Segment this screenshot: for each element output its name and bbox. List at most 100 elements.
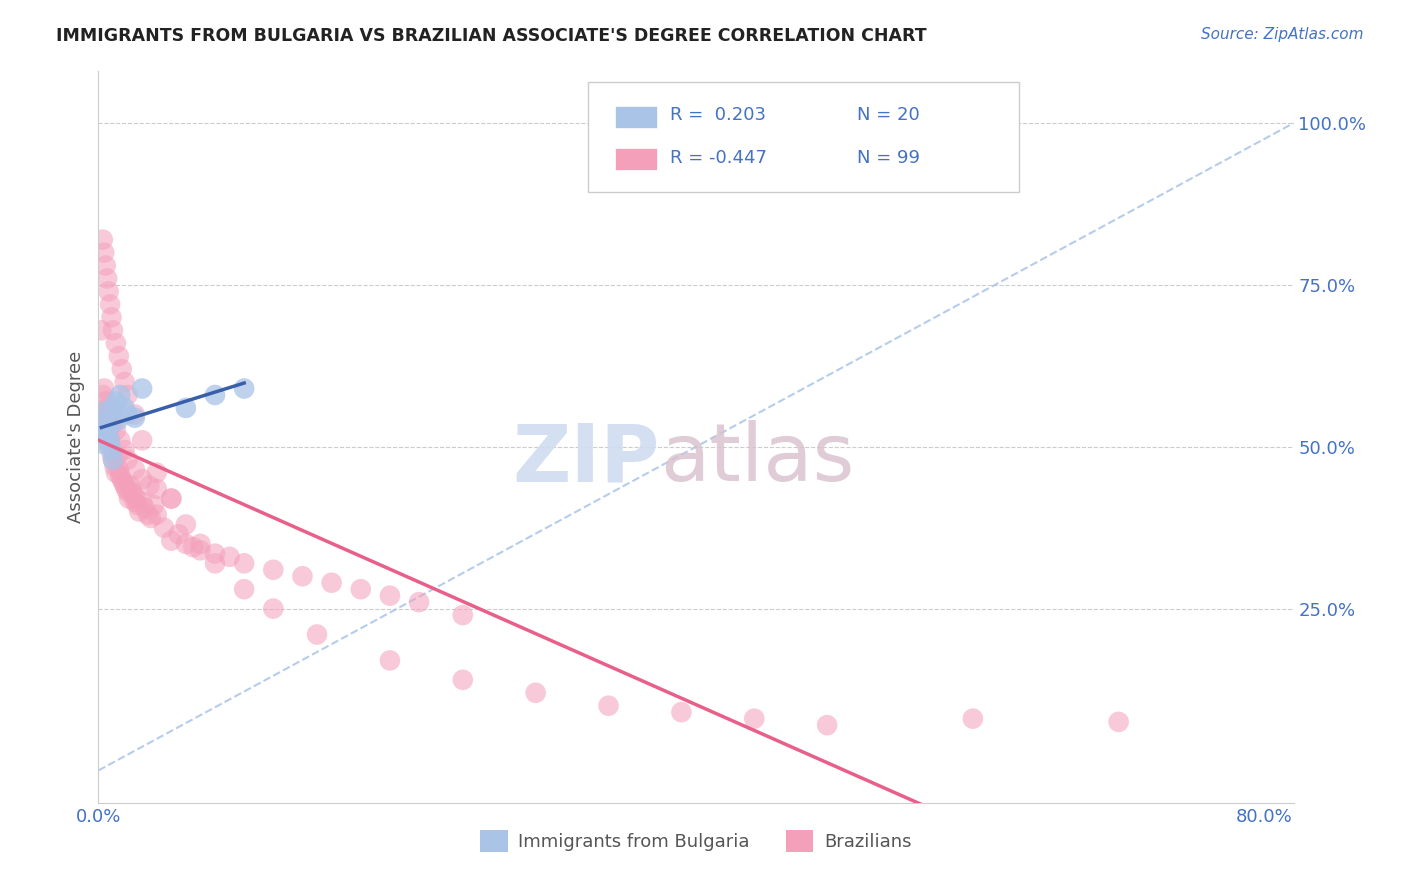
Point — [108, 462, 131, 476]
Point — [127, 498, 149, 512]
Point — [98, 404, 121, 418]
Point — [101, 452, 124, 467]
Text: R =  0.203: R = 0.203 — [669, 106, 766, 124]
Point — [321, 575, 343, 590]
Point — [451, 608, 474, 623]
Point — [121, 485, 143, 500]
Point — [204, 557, 226, 571]
Point — [167, 527, 190, 541]
Point — [124, 410, 146, 425]
Point — [451, 673, 474, 687]
Point — [524, 686, 547, 700]
Point — [233, 382, 256, 396]
Point — [118, 491, 141, 506]
Point — [115, 482, 138, 496]
Point — [114, 478, 136, 492]
Point — [110, 434, 132, 448]
Point — [815, 718, 838, 732]
Point — [100, 310, 122, 325]
Point — [93, 420, 115, 434]
Point — [104, 466, 127, 480]
Point — [136, 508, 159, 522]
Point — [97, 285, 120, 299]
Point — [96, 401, 118, 415]
Point — [190, 537, 212, 551]
Point — [93, 382, 115, 396]
Point — [111, 362, 134, 376]
Point — [91, 410, 114, 425]
Point — [291, 569, 314, 583]
Point — [145, 482, 167, 496]
Point — [98, 434, 121, 448]
Text: N = 99: N = 99 — [858, 149, 921, 167]
Point — [117, 485, 139, 500]
Point — [110, 388, 132, 402]
Point — [97, 430, 120, 444]
Point — [233, 582, 256, 597]
Point — [97, 420, 120, 434]
Point — [305, 627, 328, 641]
Point — [139, 511, 162, 525]
Point — [97, 408, 120, 422]
Point — [100, 414, 122, 428]
Point — [96, 430, 118, 444]
Point — [122, 488, 145, 502]
Point — [108, 349, 131, 363]
Point — [98, 297, 121, 311]
Point — [90, 434, 112, 448]
Point — [262, 601, 284, 615]
Point — [96, 271, 118, 285]
Point — [1108, 714, 1130, 729]
Bar — [614, 148, 657, 170]
Point — [94, 404, 117, 418]
Bar — [614, 106, 657, 128]
Text: atlas: atlas — [661, 420, 855, 498]
Point — [671, 705, 693, 719]
Point — [174, 537, 197, 551]
Point — [98, 436, 121, 450]
Point — [124, 462, 146, 476]
Point — [114, 401, 136, 415]
Point — [104, 336, 127, 351]
Point — [153, 521, 176, 535]
Point — [598, 698, 620, 713]
Point — [94, 426, 117, 441]
Y-axis label: Associate's Degree: Associate's Degree — [66, 351, 84, 524]
Point — [91, 233, 114, 247]
Point — [105, 450, 128, 464]
Point — [125, 491, 148, 506]
Legend: Immigrants from Bulgaria, Brazilians: Immigrants from Bulgaria, Brazilians — [474, 823, 918, 860]
Point — [134, 501, 156, 516]
Point — [160, 491, 183, 506]
Point — [100, 443, 122, 458]
Text: Source: ZipAtlas.com: Source: ZipAtlas.com — [1201, 27, 1364, 42]
Point — [181, 540, 204, 554]
Point — [104, 394, 127, 409]
Point — [117, 388, 139, 402]
Point — [131, 495, 153, 509]
Point — [204, 388, 226, 402]
Point — [378, 589, 401, 603]
Point — [131, 434, 153, 448]
Point — [124, 495, 146, 509]
Point — [128, 504, 150, 518]
Point — [114, 375, 136, 389]
Point — [105, 414, 128, 428]
Point — [120, 478, 142, 492]
Point — [742, 712, 765, 726]
Point — [117, 452, 139, 467]
Point — [93, 414, 115, 428]
Point — [145, 508, 167, 522]
Point — [101, 452, 124, 467]
Point — [160, 491, 183, 506]
Point — [111, 472, 134, 486]
Point — [103, 401, 125, 415]
Point — [101, 417, 124, 431]
Point — [378, 653, 401, 667]
Point — [94, 259, 117, 273]
Point — [350, 582, 373, 597]
Point — [262, 563, 284, 577]
Point — [104, 424, 127, 438]
Point — [174, 401, 197, 415]
Point — [131, 472, 153, 486]
